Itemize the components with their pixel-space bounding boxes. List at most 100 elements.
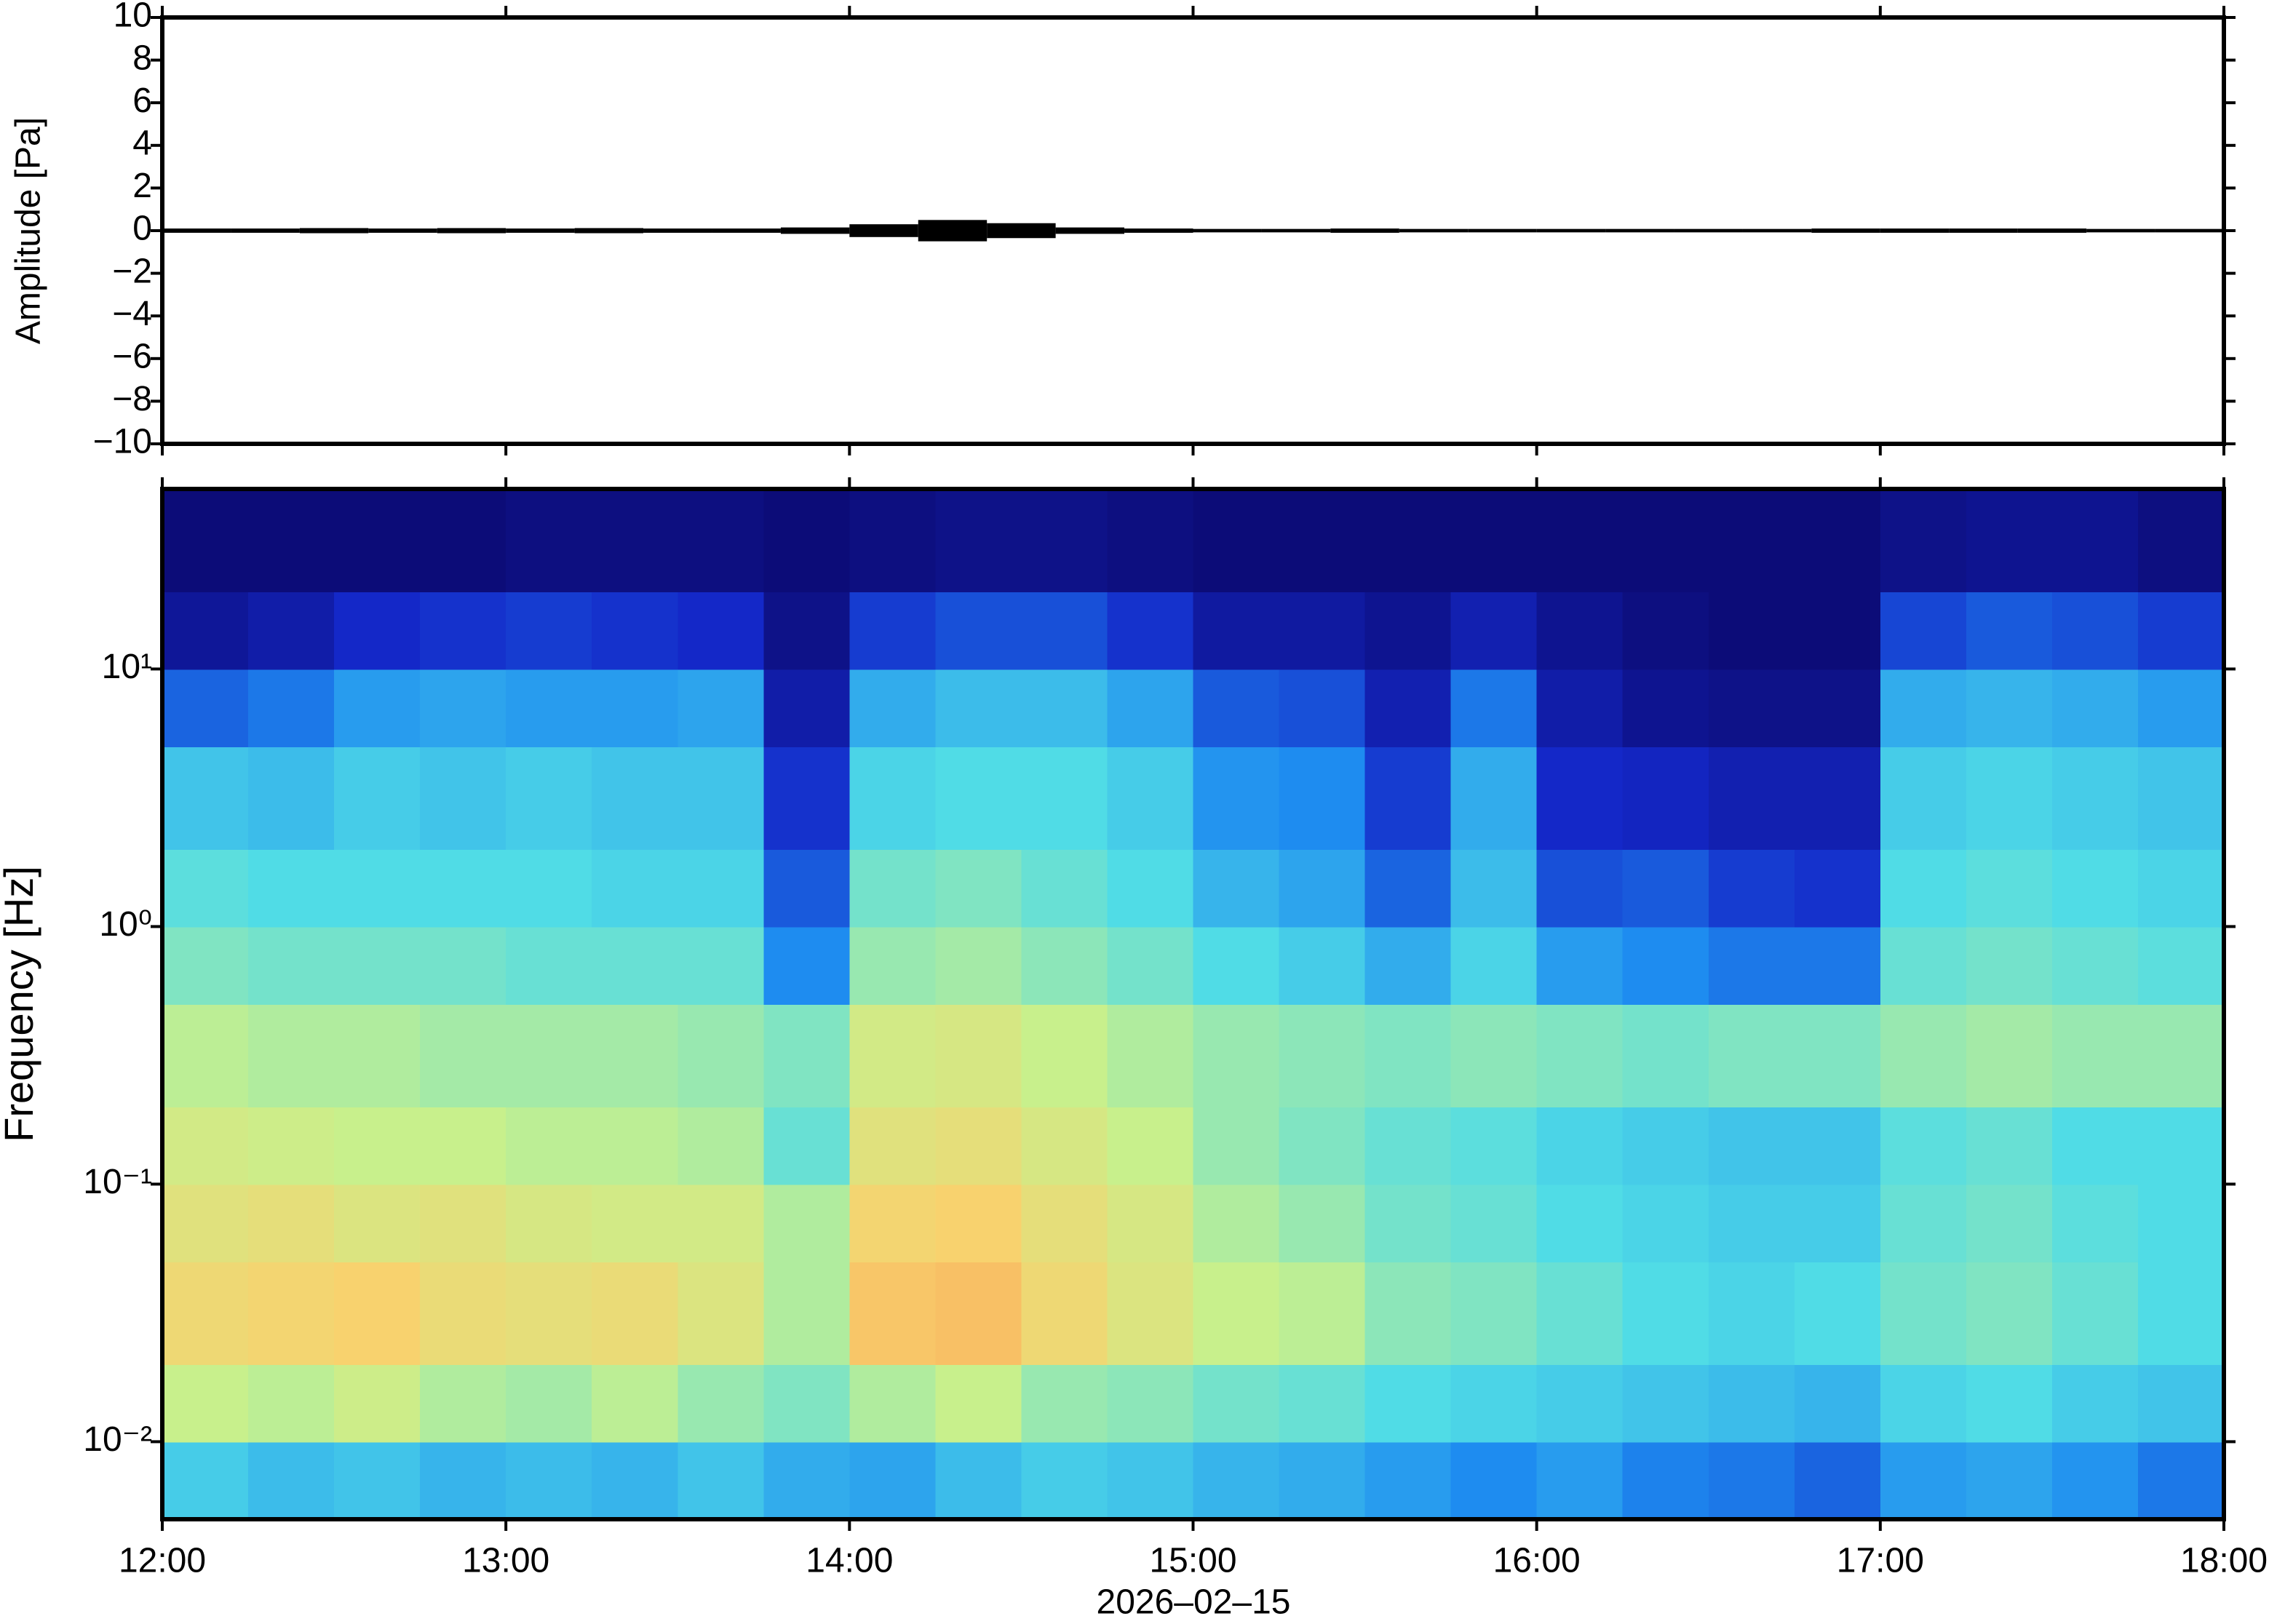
spectrogram-cell xyxy=(849,1441,937,1520)
spectrogram-cell xyxy=(935,1441,1022,1520)
y-tick-label: 2 xyxy=(132,167,152,205)
spectrogram-cell xyxy=(592,1184,679,1262)
spectrogram-cell xyxy=(2137,1364,2225,1443)
spectrogram-cell xyxy=(1536,1004,1624,1107)
spectrogram-cell xyxy=(248,1184,335,1262)
y-tick-label: 10¹ xyxy=(102,648,152,686)
waveform-envelope xyxy=(231,228,300,233)
spectrogram-cell xyxy=(334,1441,421,1520)
spectrogram-cell xyxy=(935,1262,1022,1365)
waveform-envelope xyxy=(1605,228,1674,233)
waveform-envelope xyxy=(368,228,437,233)
waveform-envelope xyxy=(1193,228,1262,233)
spectrogram-cell xyxy=(420,1364,507,1443)
spectrogram-cell xyxy=(2137,669,2225,747)
x-tick-label: 15:00 xyxy=(1149,1542,1236,1580)
spectrogram-cell xyxy=(1880,1441,1967,1520)
spectrogram-cell xyxy=(849,591,937,670)
spectrogram-cell xyxy=(2051,747,2139,850)
spectrogram-cell xyxy=(1450,848,1538,928)
spectrogram-cell xyxy=(1880,1004,1967,1107)
spectrogram-cell xyxy=(935,1004,1022,1107)
x-tick-label: 12:00 xyxy=(119,1542,206,1580)
y-tick-label: 4 xyxy=(132,124,152,162)
spectrogram-cell xyxy=(334,747,421,850)
spectrogram-cell xyxy=(1193,1364,1280,1443)
spectrogram-cell xyxy=(1364,926,1452,1005)
waveform-envelope xyxy=(1261,228,1331,233)
spectrogram-cell xyxy=(248,1441,335,1520)
spectrogram-cell xyxy=(2051,1106,2139,1185)
spectrogram-cell xyxy=(592,1106,679,1185)
spectrogram-cell xyxy=(420,926,507,1005)
spectrogram-cell xyxy=(248,747,335,850)
x-tick-label: 18:00 xyxy=(2180,1542,2268,1580)
spectrogram-cell xyxy=(935,1184,1022,1262)
spectrogram-cell xyxy=(420,1262,507,1365)
spectrogram-cell xyxy=(677,1004,765,1107)
spectrogram-cell xyxy=(248,1262,335,1365)
spectrogram-cell xyxy=(1880,489,1967,592)
spectrogram-cell xyxy=(162,848,250,928)
waveform-envelope xyxy=(2155,228,2224,233)
spectrogram-cell xyxy=(1279,1262,1366,1365)
spectrogram-cell xyxy=(1364,669,1452,747)
spectrogram-cell xyxy=(162,1441,250,1520)
spectrogram-cell xyxy=(2137,591,2225,670)
spectrogram-cell xyxy=(1364,1262,1452,1365)
spectrogram-cell xyxy=(2137,489,2225,592)
spectrogram-cell xyxy=(592,591,679,670)
spectrogram-cell xyxy=(1536,848,1624,928)
spectrogram-cell xyxy=(1364,1106,1452,1185)
spectrogram-cell xyxy=(1966,1441,2053,1520)
spectrogram-cell xyxy=(1794,669,1881,747)
spectrogram-cell xyxy=(1021,1106,1108,1185)
spectrogram-cell xyxy=(2137,1004,2225,1107)
waveform-envelope xyxy=(1536,228,1606,233)
waveform-envelope xyxy=(643,228,712,233)
spectrogram-cell xyxy=(1966,669,2053,747)
waveform-envelope xyxy=(162,228,231,233)
spectrogram-cell xyxy=(1880,669,1967,747)
spectrogram-cell xyxy=(1794,591,1881,670)
spectrogram-cell xyxy=(677,489,765,592)
spectrogram-cell xyxy=(763,848,851,928)
spectrogram-cell xyxy=(1193,848,1280,928)
spectrogram-cell xyxy=(1880,1262,1967,1365)
spectrogram-cell xyxy=(2137,1441,2225,1520)
spectrogram-cell xyxy=(1536,1106,1624,1185)
spectrogram-cell xyxy=(1021,591,1108,670)
spectrogram-cell xyxy=(1450,747,1538,850)
spectrogram-cell xyxy=(763,1441,851,1520)
spectrogram-cell xyxy=(1450,1262,1538,1365)
spectrogram-cell xyxy=(677,848,765,928)
spectrogram-cell xyxy=(162,669,250,747)
spectrogram-cell xyxy=(1450,1441,1538,1520)
spectrogram-cell xyxy=(420,591,507,670)
spectrogram-cell xyxy=(506,1004,593,1107)
spectrogram-cell xyxy=(849,747,937,850)
spectrogram-cell xyxy=(334,1364,421,1443)
spectrogram-cell xyxy=(248,926,335,1005)
spectrogram-cell xyxy=(506,669,593,747)
spectrogram-cell xyxy=(420,848,507,928)
spectrogram-cell xyxy=(677,1184,765,1262)
spectrogram-cell xyxy=(2051,926,2139,1005)
spectrogram-cell xyxy=(1193,1004,1280,1107)
spectrogram-cell xyxy=(763,747,851,850)
spectrogram-cell xyxy=(420,1184,507,1262)
spectrogram-cell xyxy=(420,747,507,850)
spectrogram-cell xyxy=(1279,1441,1366,1520)
spectrogram-cell xyxy=(1622,489,1709,592)
spectrogram-cell xyxy=(1021,669,1108,747)
spectrogram-cells xyxy=(162,489,2225,1520)
spectrogram-cell xyxy=(1794,489,1881,592)
spectrogram-cell xyxy=(1279,669,1366,747)
spectrogram-cell xyxy=(2051,591,2139,670)
spectrogram-cell xyxy=(1107,1184,1194,1262)
spectrogram-cell xyxy=(1622,747,1709,850)
spectrogram-cell xyxy=(1794,1184,1881,1262)
spectrogram-cell xyxy=(592,848,679,928)
spectrogram-cell xyxy=(1536,1184,1624,1262)
spectrogram-cell xyxy=(1450,1184,1538,1262)
